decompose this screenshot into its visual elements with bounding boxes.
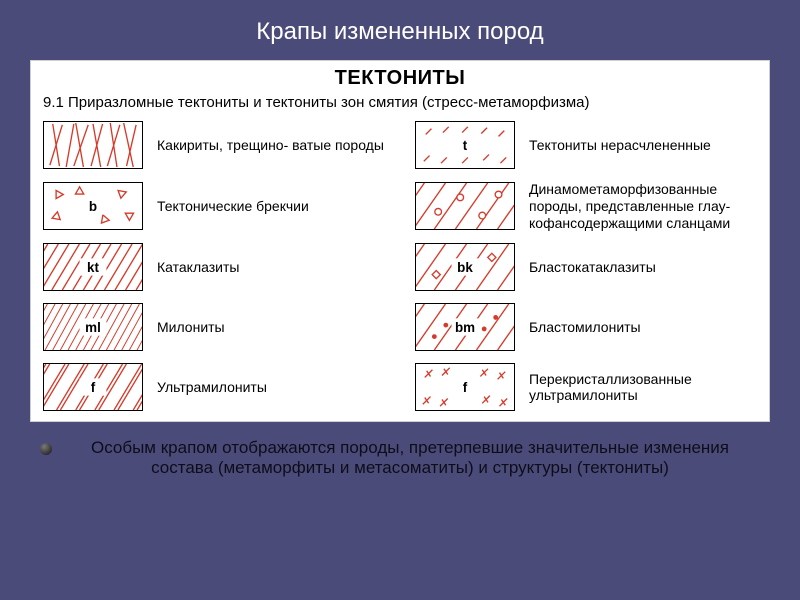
legend-item-milonity: ml Милониты bbox=[43, 303, 385, 351]
svg-text:kt: kt bbox=[87, 260, 99, 275]
swatch-dinamo bbox=[415, 182, 515, 230]
svg-text:b: b bbox=[89, 199, 97, 214]
svg-text:ml: ml bbox=[85, 320, 101, 335]
swatch-ultramilonity: f bbox=[43, 363, 143, 411]
legend-item-blastokata: bk Бластокатаклазиты bbox=[415, 243, 757, 291]
swatch-kataklazity: kt bbox=[43, 243, 143, 291]
svg-text:bk: bk bbox=[457, 260, 473, 275]
svg-text:f: f bbox=[463, 380, 468, 395]
swatch-tektonity_n: t bbox=[415, 121, 515, 169]
svg-text:bm: bm bbox=[455, 320, 475, 335]
legend-label: Милониты bbox=[157, 319, 225, 336]
bullet-icon bbox=[40, 443, 52, 455]
legend-label: Бластокатаклазиты bbox=[529, 259, 656, 276]
swatch-milonity: ml bbox=[43, 303, 143, 351]
legend-label: Какириты, трещино- ватые породы bbox=[157, 137, 384, 154]
footer-text: Особым крапом отображаются породы, прете… bbox=[60, 438, 760, 478]
legend-item-perekrist: f Перекристаллизованные ультрамилониты bbox=[415, 363, 757, 411]
panel-heading: ТЕКТОНИТЫ bbox=[43, 67, 757, 90]
legend-label: Катаклазиты bbox=[157, 259, 239, 276]
footer-note: Особым крапом отображаются породы, прете… bbox=[30, 438, 770, 478]
swatch-blastokata: bk bbox=[415, 243, 515, 291]
legend-panel: ТЕКТОНИТЫ 9.1 Приразломные тектониты и т… bbox=[30, 60, 770, 422]
slide-root: Крапы измененных пород ТЕКТОНИТЫ 9.1 При… bbox=[0, 0, 800, 600]
legend-item-blastomilo: bm Бластомилониты bbox=[415, 303, 757, 351]
legend-item-brekchii: b Тектонические брекчии bbox=[43, 181, 385, 231]
legend-item-dinamo: Динамометаморфизованные породы, представ… bbox=[415, 181, 757, 231]
legend-item-kataklazity: kt Катаклазиты bbox=[43, 243, 385, 291]
legend-label: Ультрамилониты bbox=[157, 379, 267, 396]
swatch-perekrist: f bbox=[415, 363, 515, 411]
legend-label: Бластомилониты bbox=[529, 319, 641, 336]
legend-item-tektonity_n: t Тектониты нерасчлененные bbox=[415, 121, 757, 169]
swatch-brekchii: b bbox=[43, 182, 143, 230]
panel-subheading: 9.1 Приразломные тектониты и тектониты з… bbox=[43, 94, 757, 111]
svg-text:t: t bbox=[463, 138, 468, 153]
legend-label: Перекристаллизованные ультрамилониты bbox=[529, 371, 757, 405]
legend-item-kakirity: Какириты, трещино- ватые породы bbox=[43, 121, 385, 169]
legend-label: Тектонические брекчии bbox=[157, 198, 309, 215]
legend-label: Тектониты нерасчлененные bbox=[529, 137, 711, 154]
slide-title: Крапы измененных пород bbox=[30, 18, 770, 46]
legend-item-ultramilonity: f Ультрамилониты bbox=[43, 363, 385, 411]
svg-text:f: f bbox=[91, 380, 96, 395]
swatch-blastomilo: bm bbox=[415, 303, 515, 351]
swatch-kakirity bbox=[43, 121, 143, 169]
legend-grid: Какириты, трещино- ватые породы t Тектони… bbox=[43, 121, 757, 411]
legend-label: Динамометаморфизованные породы, представ… bbox=[529, 181, 757, 231]
